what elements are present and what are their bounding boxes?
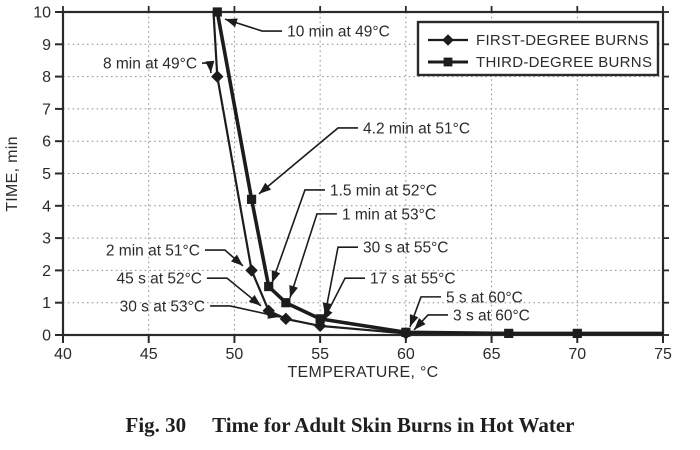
annotation-arrowhead xyxy=(271,270,281,283)
annotation-leader xyxy=(271,189,325,284)
annotation-label: 1 min at 53°C xyxy=(342,206,436,223)
annotation-arrowhead xyxy=(323,308,333,322)
annotation-leader xyxy=(409,296,441,328)
annotation-arrowhead xyxy=(414,318,426,330)
annotation-leader xyxy=(210,305,281,318)
data-point-marker-square xyxy=(264,281,274,292)
y-tick-label: 9 xyxy=(42,37,51,54)
annotation: 4.2 min at 51°C xyxy=(258,120,470,195)
annotation-label: 30 s at 55°C xyxy=(363,240,448,257)
figure-caption-title: Time for Adult Skin Burns in Hot Water xyxy=(212,413,575,437)
annotation: 2 min at 51°C xyxy=(106,243,244,267)
y-tick-label: 5 xyxy=(42,166,51,183)
legend-box xyxy=(416,20,660,77)
x-tick-label: 45 xyxy=(140,346,158,363)
annotation-label: 30 s at 53°C xyxy=(120,298,205,315)
annotation-arrowhead xyxy=(231,254,243,266)
gridlines-layer xyxy=(63,12,663,335)
plot-frame-layer xyxy=(55,6,669,343)
annotation-arrowhead xyxy=(258,182,272,194)
annotation-leader xyxy=(289,213,337,299)
annotation-arrowhead xyxy=(248,294,261,306)
data-point-marker-diamond xyxy=(442,34,454,46)
data-point-marker-square xyxy=(315,314,325,324)
x-tick-label: 60 xyxy=(397,346,415,363)
annotation-leader xyxy=(207,277,262,307)
x-tick-label: 75 xyxy=(654,346,672,363)
annotation-arrowhead xyxy=(409,314,419,327)
data-point-marker-diamond xyxy=(211,70,224,83)
annotation-leader xyxy=(258,127,359,195)
annotation-leader xyxy=(224,18,283,32)
y-tick-label: 3 xyxy=(42,231,51,248)
annotation-leader xyxy=(322,277,366,322)
annotation-arrowhead xyxy=(205,60,215,74)
annotation-label: 4.2 min at 51°C xyxy=(363,120,470,137)
y-tick-label: 2 xyxy=(42,263,51,280)
data-point-marker-square xyxy=(212,7,222,17)
x-tick-label: 40 xyxy=(54,346,72,363)
figure-caption: Fig. 30 Time for Adult Skin Burns in Hot… xyxy=(0,413,700,438)
annotation-label: 8 min at 49°C xyxy=(103,56,197,73)
annotation: 30 s at 53°C xyxy=(120,298,281,319)
annotation: 5 s at 60°C xyxy=(409,289,523,328)
y-axis-title: TIME, min xyxy=(4,136,21,212)
annotation-leader xyxy=(324,246,359,316)
legend-label: FIRST-DEGREE BURNS xyxy=(476,32,649,49)
data-point-marker-square xyxy=(443,57,453,67)
annotation: 17 s at 55°C xyxy=(322,271,456,322)
x-tick-label: 55 xyxy=(311,346,329,363)
x-tick-label: 65 xyxy=(483,346,501,363)
series-layer xyxy=(211,7,663,340)
y-tick-label: 1 xyxy=(42,295,51,312)
y-tick-label: 7 xyxy=(42,101,51,118)
x-tick-label: 50 xyxy=(226,346,244,363)
legend-label: THIRD-DEGREE BURNS xyxy=(476,54,652,71)
annotation-label: 1.5 min at 52°C xyxy=(330,182,437,199)
data-point-marker-square xyxy=(246,194,257,204)
annotation-label: 2 min at 51°C xyxy=(106,243,200,260)
burn-time-chart: FIRST-DEGREE BURNS THIRD-DEGREE BURNS 10 … xyxy=(4,5,672,382)
annotation: 8 min at 49°C xyxy=(103,56,215,74)
annotation: 1.5 min at 52°C xyxy=(271,182,437,284)
x-axis-title: TEMPERATURE, °C xyxy=(287,364,438,381)
data-point-marker-square xyxy=(401,327,411,337)
annotation: 10 min at 49°C xyxy=(224,18,390,41)
y-tick-label: 0 xyxy=(42,328,51,345)
data-point-marker-square xyxy=(504,328,514,338)
y-tick-label: 4 xyxy=(42,198,51,215)
annotation: 3 s at 60°C xyxy=(413,307,530,331)
legend: FIRST-DEGREE BURNS THIRD-DEGREE BURNS xyxy=(416,20,660,77)
data-point-marker-square xyxy=(572,328,582,338)
annotation-arrowhead xyxy=(267,309,281,319)
x-tick-label: 70 xyxy=(568,346,586,363)
annotation: 1 min at 53°C xyxy=(289,206,436,299)
data-point-marker-square xyxy=(281,298,291,308)
y-tick-label: 8 xyxy=(42,69,51,86)
annotation-label: 10 min at 49°C xyxy=(287,24,390,41)
data-point-marker-diamond xyxy=(279,312,293,326)
annotation-arrowhead xyxy=(225,18,238,28)
annotations-layer: 10 min at 49°C 8 min at 49°C 4.2 min at 51… xyxy=(103,18,530,331)
annotation-label: 3 s at 60°C xyxy=(453,307,530,324)
annotation-label: 17 s at 55°C xyxy=(370,271,455,288)
annotation-label: 45 s at 52°C xyxy=(117,271,202,288)
annotation-arrowhead xyxy=(289,285,298,298)
annotation: 45 s at 52°C xyxy=(117,271,262,307)
y-tick-label: 10 xyxy=(33,5,51,22)
data-point-marker-diamond xyxy=(245,264,258,277)
annotation-label: 5 s at 60°C xyxy=(446,289,523,306)
figure-caption-label: Fig. 30 xyxy=(125,413,187,437)
y-tick-label: 6 xyxy=(42,134,51,151)
